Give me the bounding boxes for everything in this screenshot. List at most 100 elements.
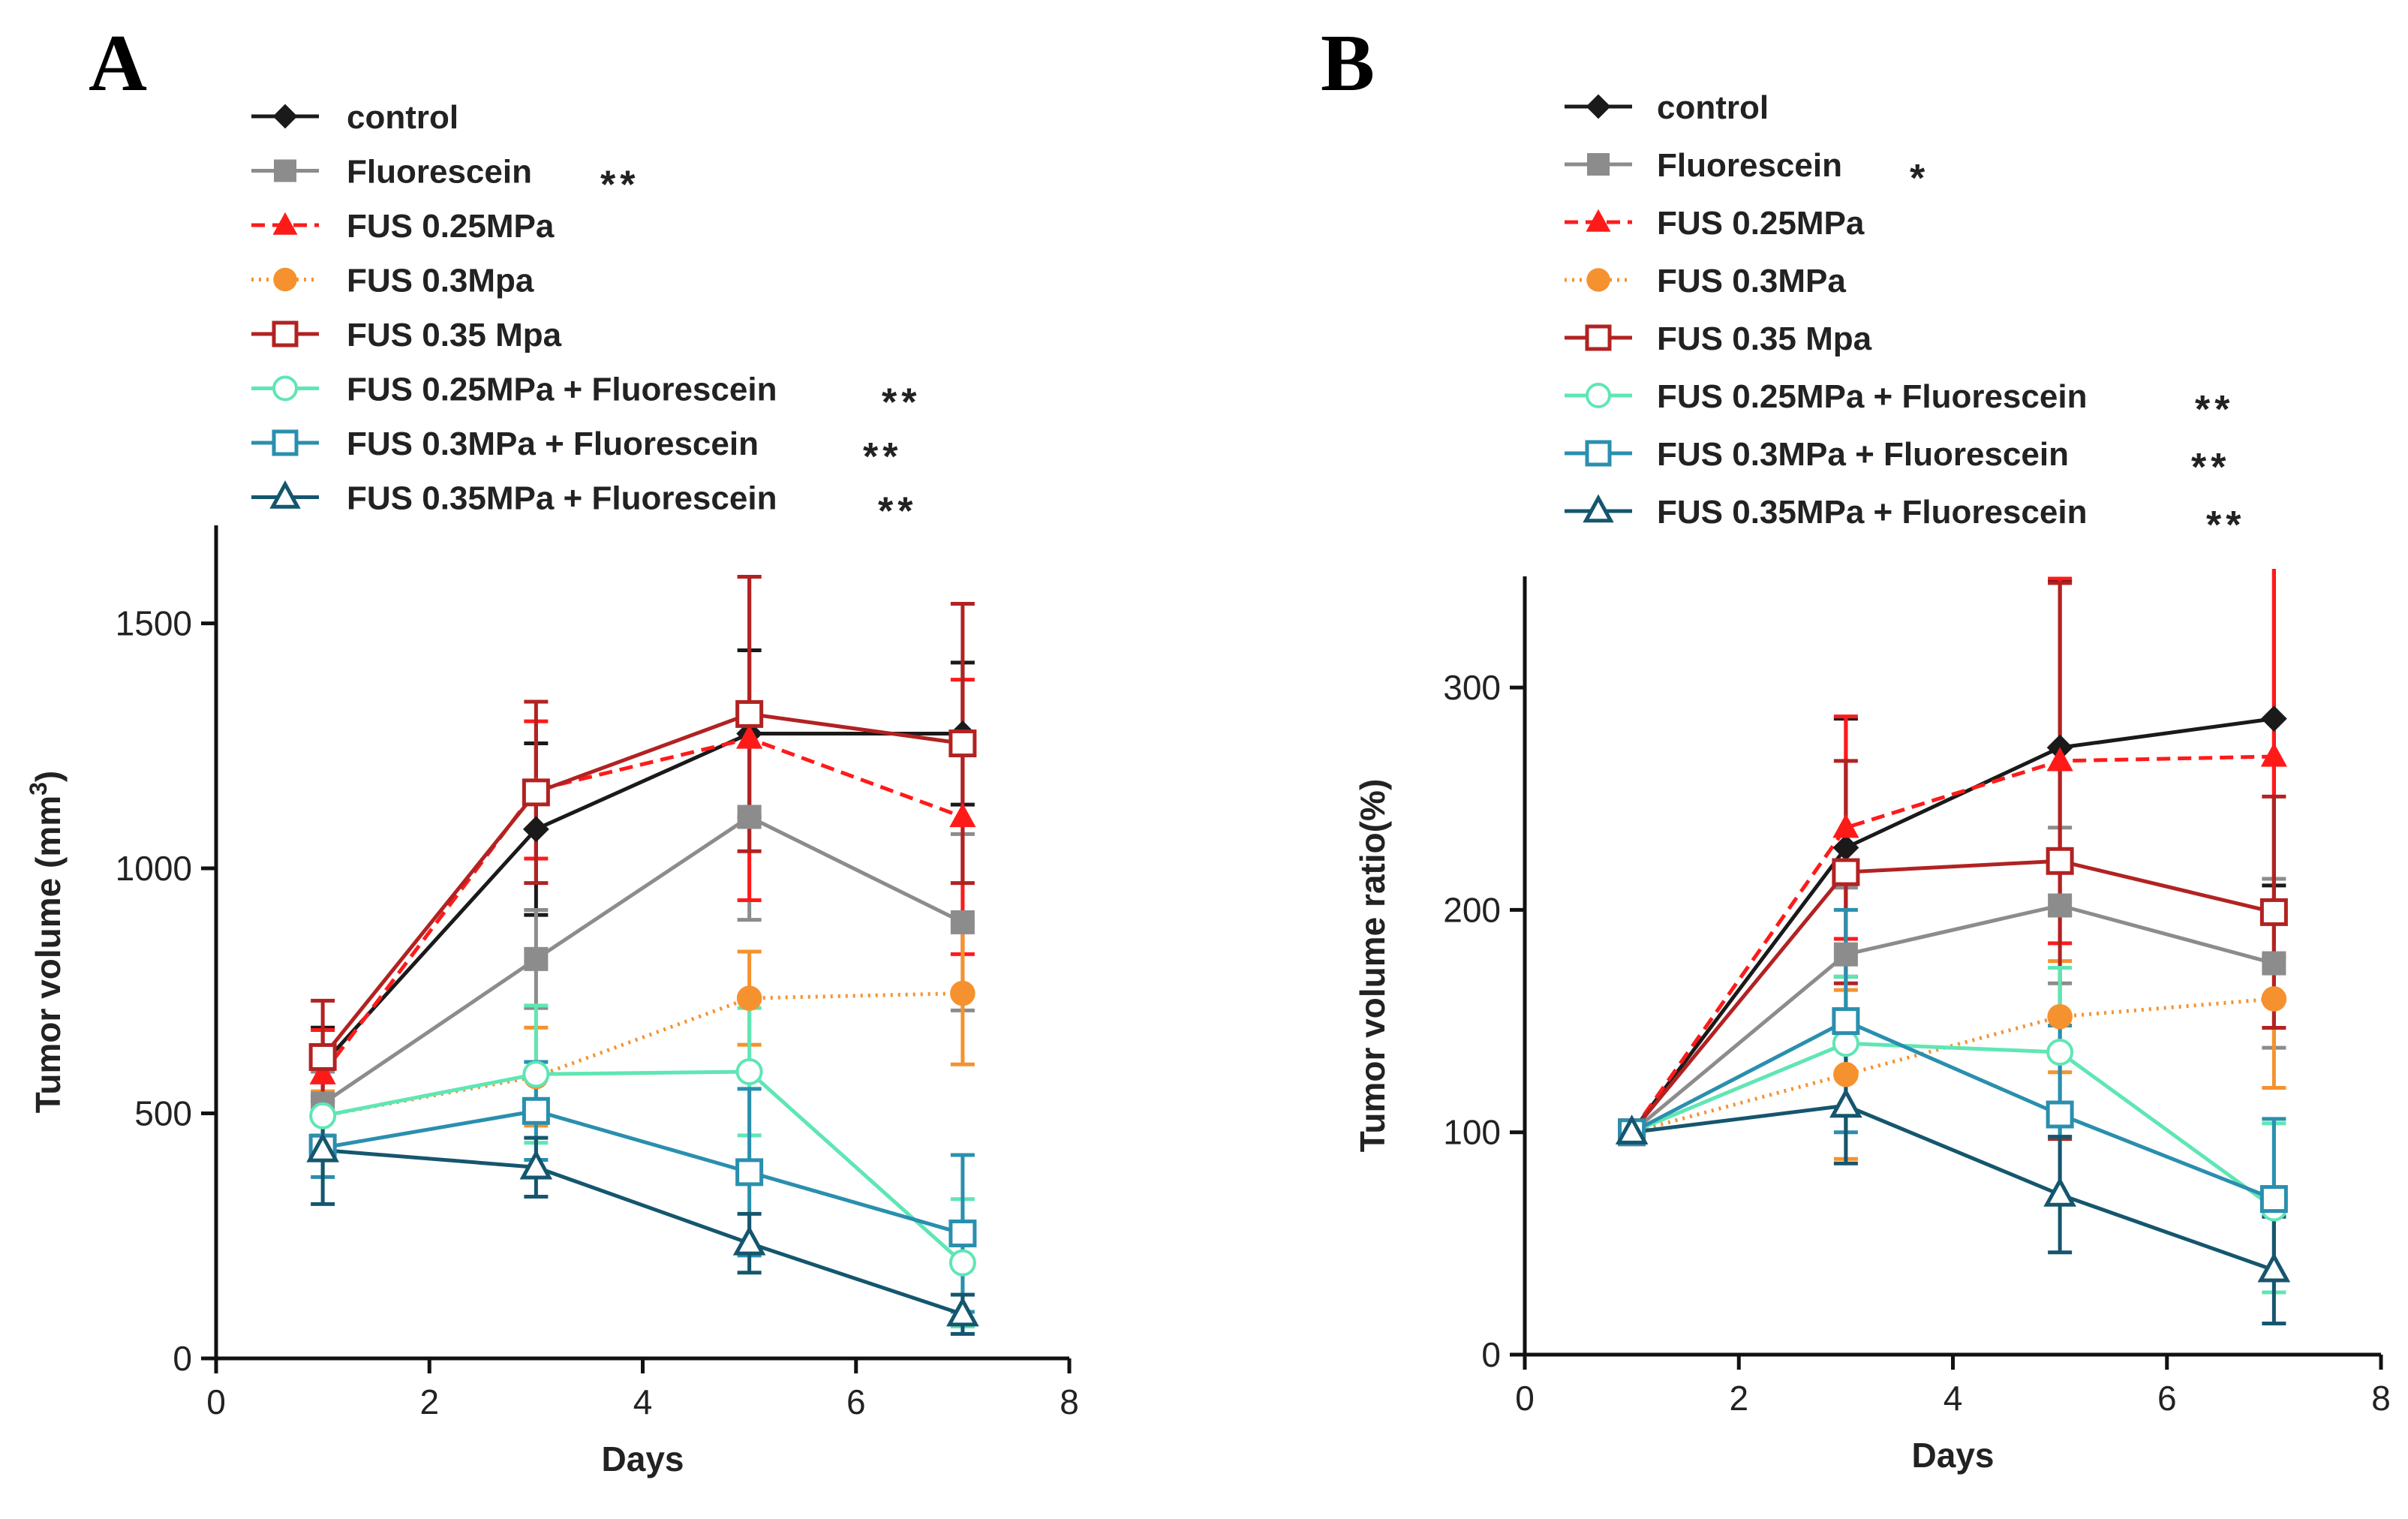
significance-marker: ** xyxy=(2195,388,2234,432)
y-tick-label: 100 xyxy=(1443,1113,1501,1152)
legend-entry: FUS 0.3MPa + Fluorescein ** xyxy=(1565,436,2230,489)
series-line xyxy=(321,815,964,1105)
data-point xyxy=(524,946,549,971)
legend-marker xyxy=(1587,153,1610,176)
series-markers-1 xyxy=(311,805,975,1116)
legend-entry: FUS 0.25MPa + Fluorescein ** xyxy=(251,371,921,425)
data-point xyxy=(522,778,550,807)
series-line xyxy=(1631,1019,2275,1201)
data-point xyxy=(735,1058,763,1086)
significance-marker: ** xyxy=(2191,446,2230,489)
panel-letter: B xyxy=(1321,19,1375,108)
data-point xyxy=(948,1220,977,1247)
data-point xyxy=(2257,1252,2291,1283)
data-point xyxy=(2048,893,2073,918)
significance-marker: ** xyxy=(863,435,902,479)
legend-marker xyxy=(269,480,301,509)
data-point xyxy=(2262,951,2286,976)
legend-marker xyxy=(1586,209,1611,232)
x-axis-label: Days xyxy=(602,1439,684,1478)
series-markers-2 xyxy=(309,724,976,1084)
y-axis-label-end: ) xyxy=(29,771,68,782)
series-line xyxy=(322,1069,964,1265)
data-point xyxy=(948,729,977,758)
legend-label: FUS 0.35 Mpa xyxy=(1657,320,1872,357)
significance-marker: ** xyxy=(882,381,921,425)
data-point xyxy=(306,1132,339,1163)
series-markers-4 xyxy=(308,699,977,1071)
legend-marker xyxy=(1586,383,1611,408)
data-point xyxy=(2043,1177,2076,1207)
legend-marker xyxy=(272,375,298,402)
data-point xyxy=(1832,858,1860,886)
legend-marker xyxy=(272,429,299,456)
legend-label: control xyxy=(347,99,458,136)
y-axis-label-main: Tumor volume (mm xyxy=(29,796,68,1113)
series-markers-0 xyxy=(1619,705,2287,1146)
legend-entry: FUS 0.35 Mpa xyxy=(251,317,562,353)
series-line xyxy=(1631,1041,2275,1210)
data-point xyxy=(2046,1039,2074,1066)
data-point xyxy=(309,1102,337,1129)
legend-marker xyxy=(272,212,298,235)
data-point xyxy=(1615,1114,1649,1145)
data-point xyxy=(948,1249,976,1277)
legend-entry: FUS 0.25MPa + Fluorescein ** xyxy=(1565,378,2234,432)
legend-label: FUS 0.3Mpa xyxy=(347,263,534,299)
data-point xyxy=(522,816,549,843)
series-markers-6 xyxy=(308,1096,977,1247)
x-tick-label: 6 xyxy=(2157,1379,2177,1418)
legend-entry: Fluorescein * xyxy=(1565,147,1925,200)
x-tick-label: 8 xyxy=(2371,1379,2391,1418)
legend-label: Fluorescein xyxy=(1657,147,1842,184)
legend-marker xyxy=(1583,494,1614,523)
x-tick-label: 4 xyxy=(1944,1379,1963,1418)
data-point xyxy=(1833,1061,1859,1087)
legend-entry: FUS 0.3MPa + Fluorescein ** xyxy=(251,426,902,479)
legend-label: FUS 0.3MPa + Fluorescein xyxy=(347,426,759,462)
data-point xyxy=(946,1296,979,1327)
x-tick-label: 2 xyxy=(1729,1379,1748,1418)
chart-panel-a: A 0 2 4 6 8 0 500 1000 1500 Days Tumor volume (mm3)… xyxy=(25,19,1079,1478)
series-markers-6 xyxy=(1618,1007,2288,1214)
data-point xyxy=(522,1060,550,1088)
x-axis-label: Days xyxy=(1912,1436,1995,1475)
series-markers-7 xyxy=(1615,1087,2291,1283)
data-point xyxy=(2259,1185,2288,1214)
legend-entry: FUS 0.3MPa xyxy=(1565,263,1846,299)
data-point xyxy=(950,910,975,934)
y-tick-label: 1500 xyxy=(116,604,192,643)
legend-entry: FUS 0.25MPa xyxy=(251,208,555,245)
series-line xyxy=(321,711,964,1059)
legend-entry: FUS 0.35MPa + Fluorescein ** xyxy=(251,480,917,534)
data-point xyxy=(950,980,976,1006)
data-point xyxy=(736,724,763,749)
legend-marker xyxy=(273,267,297,292)
y-tick-label: 200 xyxy=(1443,890,1501,929)
series-line xyxy=(322,991,963,1118)
series-line xyxy=(1630,859,2274,1134)
legend-entry: FUS 0.3Mpa xyxy=(251,263,534,299)
data-point xyxy=(1829,1087,1862,1118)
x-tick-label: 4 xyxy=(633,1382,653,1421)
data-point xyxy=(2046,747,2073,772)
y-tick-label: 0 xyxy=(173,1339,192,1378)
legend-entry: control xyxy=(1565,89,1769,126)
series-markers-5 xyxy=(309,1058,976,1277)
legend-marker xyxy=(274,159,296,182)
x-tick-label: 0 xyxy=(206,1382,226,1421)
legend-label: FUS 0.3MPa xyxy=(1657,263,1846,299)
significance-marker: ** xyxy=(878,490,917,534)
data-point xyxy=(2046,847,2074,875)
y-tick-label: 1000 xyxy=(116,849,192,888)
series-line xyxy=(321,732,963,1066)
y-axis-label: Tumor volume ratio(%) xyxy=(1353,779,1392,1153)
legend-label: FUS 0.25MPa + Fluorescein xyxy=(1657,378,2087,415)
data-point xyxy=(1832,814,1859,838)
legend-label: FUS 0.35MPa + Fluorescein xyxy=(1657,494,2087,531)
legend-label: FUS 0.25MPa xyxy=(347,208,555,245)
data-point xyxy=(1833,942,1858,967)
legend-label: FUS 0.25MPa xyxy=(1657,205,1865,242)
legend-marker xyxy=(1585,440,1612,467)
data-point xyxy=(522,1096,550,1125)
